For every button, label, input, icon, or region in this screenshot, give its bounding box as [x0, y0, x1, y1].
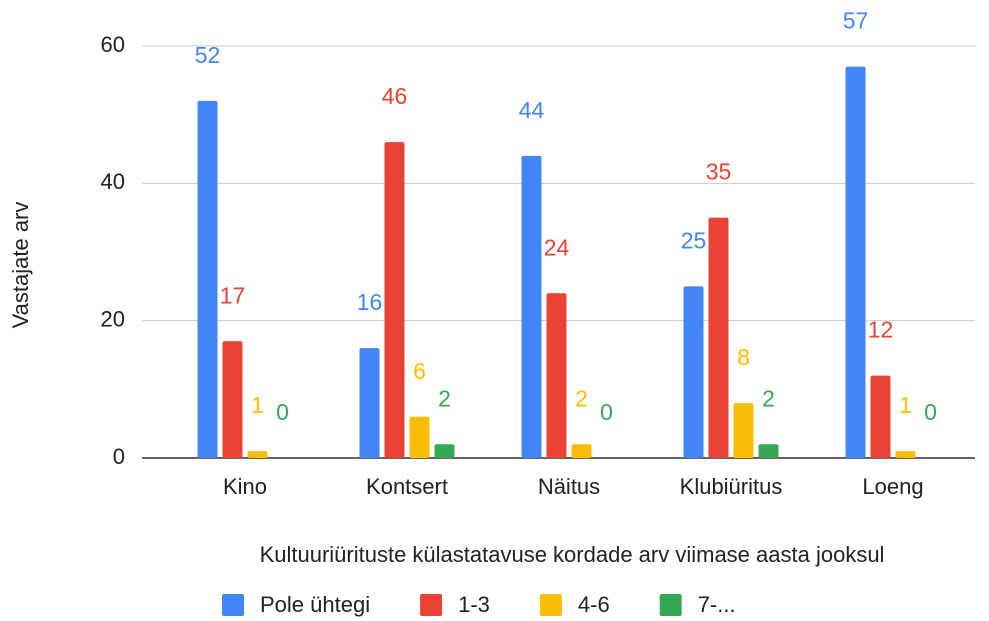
value-label: 8 — [737, 344, 750, 370]
legend-label: 1-3 — [458, 592, 490, 617]
value-label: 6 — [413, 358, 426, 384]
value-label: 1 — [899, 392, 912, 418]
bar — [521, 155, 542, 458]
bar — [197, 100, 218, 458]
y-tick-label: 0 — [113, 444, 125, 469]
value-label: 24 — [544, 234, 570, 260]
legend-label: 4-6 — [578, 592, 610, 617]
legend-swatch — [222, 594, 244, 616]
x-tick-label: Klubiüritus — [680, 474, 783, 499]
bar — [546, 293, 567, 458]
bar — [845, 66, 866, 458]
x-axis-title: Kultuuriürituste külastatavuse kordade a… — [260, 542, 885, 567]
value-label: 1 — [251, 392, 264, 418]
x-tick-label: Näitus — [538, 474, 600, 499]
y-axis-title: Vastajate arv — [8, 202, 33, 329]
y-tick-label: 20 — [101, 306, 125, 331]
legend-swatch — [420, 594, 443, 616]
bar — [247, 451, 268, 458]
value-label: 2 — [762, 385, 775, 411]
value-label: 0 — [600, 399, 613, 425]
bar — [895, 451, 916, 458]
legend-swatch — [659, 594, 682, 616]
value-label: 16 — [357, 289, 383, 315]
bar — [571, 444, 592, 458]
value-label: 0 — [924, 399, 937, 425]
bar — [708, 217, 729, 458]
bar — [384, 142, 405, 458]
value-label: 2 — [438, 385, 451, 411]
value-label: 2 — [575, 385, 588, 411]
y-tick-label: 40 — [101, 169, 125, 194]
value-label: 52 — [195, 42, 221, 68]
y-tick-label: 60 — [101, 32, 125, 57]
value-label: 57 — [843, 8, 869, 34]
bar — [222, 341, 243, 458]
bar — [409, 416, 430, 458]
bar — [359, 348, 380, 458]
legend-swatch — [539, 594, 562, 616]
value-label: 25 — [681, 227, 707, 253]
legend-label: 7-... — [698, 592, 736, 617]
value-label: 17 — [220, 282, 246, 308]
bar — [870, 375, 891, 458]
value-label: 46 — [382, 83, 408, 109]
x-tick-label: Kontsert — [366, 474, 448, 499]
x-tick-label: Loeng — [862, 474, 923, 499]
value-label: 35 — [706, 159, 732, 185]
x-tick-label: Kino — [223, 474, 267, 499]
bar — [733, 403, 754, 458]
bar — [683, 286, 704, 458]
bar — [758, 444, 779, 458]
value-label: 12 — [868, 317, 894, 343]
bar — [434, 444, 455, 458]
legend-label: Pole ühtegi — [260, 592, 370, 617]
value-label: 44 — [519, 97, 545, 123]
value-label: 0 — [276, 399, 289, 425]
